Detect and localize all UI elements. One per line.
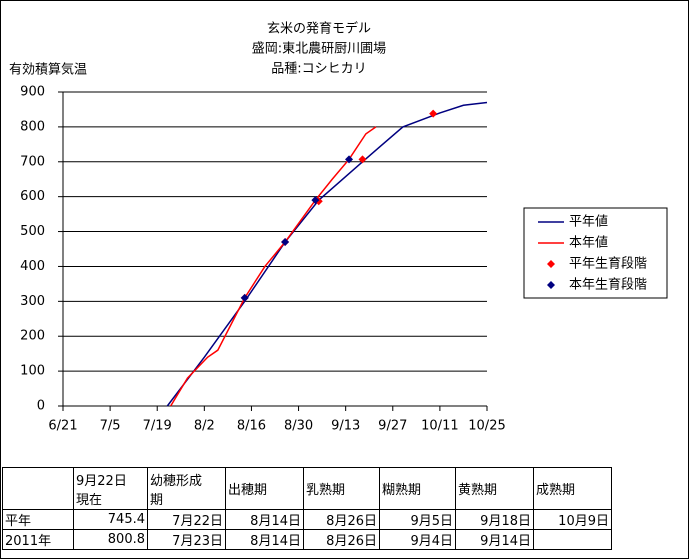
legend-box [523,207,668,299]
stage-marker [311,196,320,205]
stage-marker [281,238,290,247]
y-axis-title: 有効積算気温 [9,62,87,78]
table-cell: 7月22日 [147,509,226,530]
x-tick-label: 9/27 [378,419,407,434]
table-cell: 黄熟期 [455,467,534,510]
legend-label: 本年生育段階 [569,277,647,293]
stage-table: 9月22日 現在 幼穂形成 期出穂期 乳熟期 糊熟期 黄熟期 成熟期 平年 745.4 7月22… [2,467,612,550]
table-cell: 9月18日 [455,509,534,530]
y-tick-label: 300 [20,294,45,309]
table-row: 平年 745.4 7月22日 8月14日 8月26日 9月5日 9月18日 10月9日 [2,509,612,530]
table-cell: 8月14日 [225,529,304,550]
table-cell: 成熟期 [533,467,612,510]
x-tick-label: 7/19 [143,419,172,434]
table-cell: 10月9日 [533,509,612,530]
x-tick-label: 10/25 [468,419,505,434]
table-cell: 8月14日 [225,509,304,530]
y-tick-label: 800 [20,119,45,134]
table-cell: 乳熟期 [303,467,380,510]
table-cell: 9月14日 [455,529,534,550]
table-cell: 800.8 [73,529,148,550]
x-tick-label: 8/2 [194,419,215,434]
y-tick-label: 900 [20,85,45,100]
table-cell: 9月4日 [379,529,456,550]
x-tick-label: 7/5 [100,419,121,434]
y-tick-label: 600 [20,189,45,204]
stage-marker [345,155,354,164]
x-tick-label: 6/21 [48,419,77,434]
y-tick-label: 400 [20,259,45,274]
y-tick-label: 700 [20,154,45,169]
table-cell: 幼穂形成 期 [147,467,226,510]
table-cell: 9月5日 [379,509,456,530]
table-cell [2,467,74,510]
legend-label: 本年値 [569,235,608,251]
series-line [166,101,488,407]
legend-label: 平年生育段階 [569,256,647,272]
chart-title: 玄米の発育モデル [267,21,371,37]
table-cell: 7月23日 [147,529,226,550]
stage-marker [429,109,438,118]
y-tick-label: 500 [20,224,45,239]
y-tick-label: 0 [37,399,45,414]
table-cell [533,529,612,550]
stage-marker [358,155,367,164]
legend-label: 平年値 [569,214,608,230]
x-tick-label: 9/13 [331,419,360,434]
table-cell: 糊熟期 [379,467,456,510]
series-line [170,126,377,407]
x-tick-label: 10/11 [421,419,458,434]
legend-symbol [547,260,555,268]
table-cell: 平年 [2,509,74,530]
y-tick-label: 200 [20,329,45,344]
table-cell: 745.4 [73,509,148,530]
stage-marker [240,293,249,302]
chart-title: 盛岡:東北農研厨川圃場 [252,41,386,57]
table-row: 9月22日 現在 幼穂形成 期出穂期 乳熟期 糊熟期 黄熟期 成熟期 [2,467,612,510]
table-cell: 9月22日 現在 [73,467,148,510]
table-row: 2011年 800.8 7月23日 8月14日 8月26日 9月4日 9月14日 [2,529,612,550]
chart-title: 品種:コシヒカリ [271,61,366,77]
y-tick-label: 100 [20,364,45,379]
table-cell: 出穂期 [225,467,304,510]
x-tick-label: 8/16 [237,419,266,434]
table-cell: 2011年 [2,529,74,550]
x-tick-label: 8/30 [284,419,313,434]
table-cell: 8月26日 [303,529,380,550]
table-cell: 8月26日 [303,509,380,530]
legend-symbol [547,281,555,289]
